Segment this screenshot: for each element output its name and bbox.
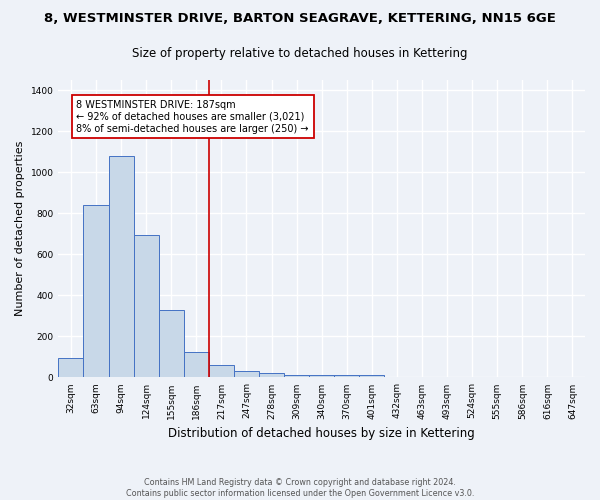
Bar <box>234 372 259 378</box>
Bar <box>159 310 184 378</box>
Bar <box>184 352 209 378</box>
Text: Contains HM Land Registry data © Crown copyright and database right 2024.
Contai: Contains HM Land Registry data © Crown c… <box>126 478 474 498</box>
Bar <box>284 375 309 378</box>
Text: Size of property relative to detached houses in Kettering: Size of property relative to detached ho… <box>132 48 468 60</box>
Text: 8, WESTMINSTER DRIVE, BARTON SEAGRAVE, KETTERING, NN15 6GE: 8, WESTMINSTER DRIVE, BARTON SEAGRAVE, K… <box>44 12 556 26</box>
Bar <box>359 375 385 378</box>
Text: 8 WESTMINSTER DRIVE: 187sqm
← 92% of detached houses are smaller (3,021)
8% of s: 8 WESTMINSTER DRIVE: 187sqm ← 92% of det… <box>76 100 309 134</box>
Bar <box>259 374 284 378</box>
X-axis label: Distribution of detached houses by size in Kettering: Distribution of detached houses by size … <box>169 427 475 440</box>
Y-axis label: Number of detached properties: Number of detached properties <box>15 141 25 316</box>
Bar <box>83 205 109 378</box>
Bar <box>58 358 83 378</box>
Bar <box>134 236 159 378</box>
Bar <box>209 365 234 378</box>
Bar <box>109 156 134 378</box>
Bar <box>334 376 359 378</box>
Bar <box>309 376 334 378</box>
